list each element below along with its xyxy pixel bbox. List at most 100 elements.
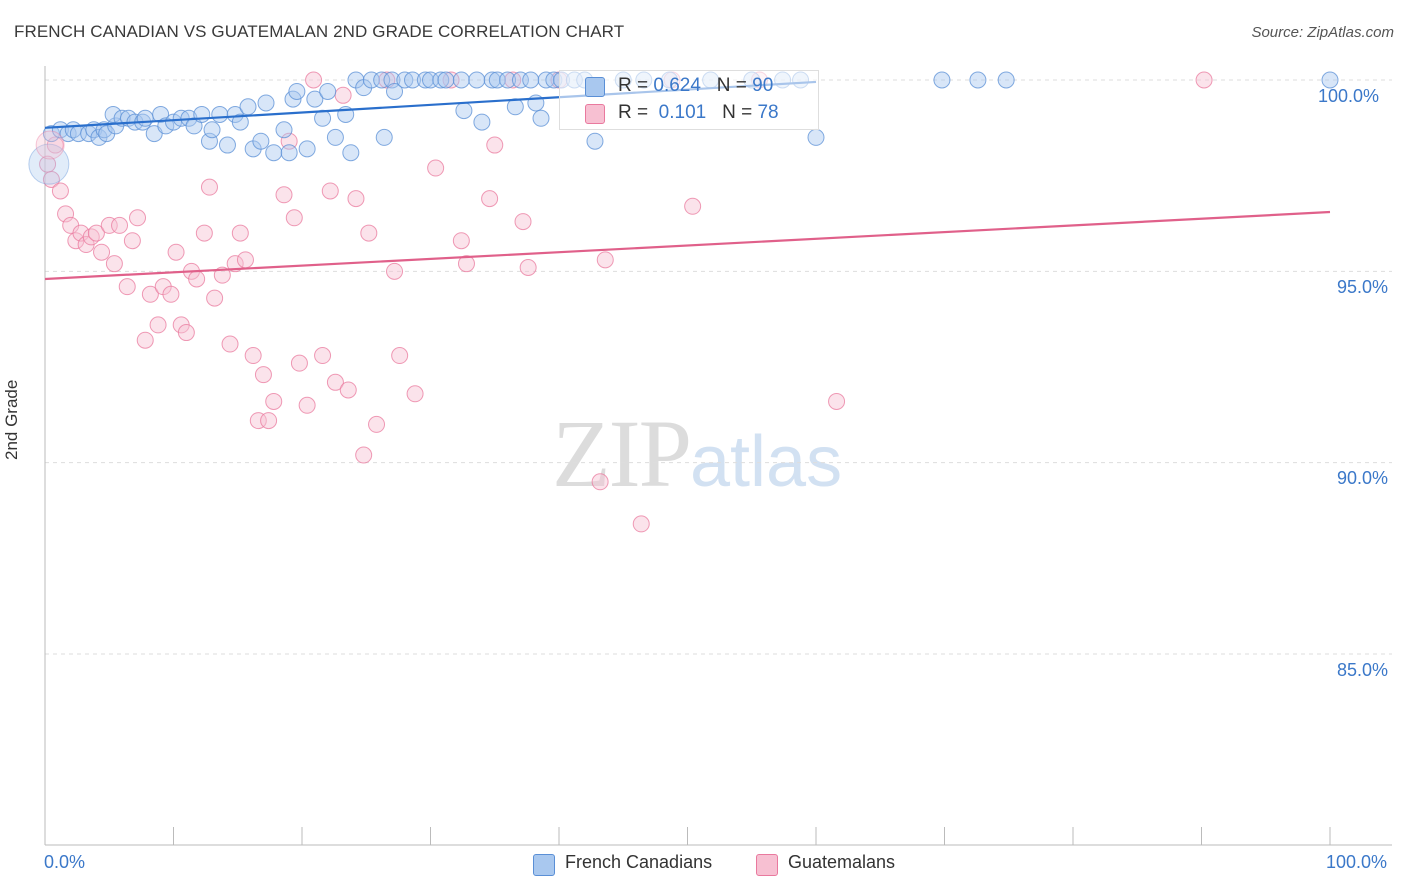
legend-r-value-french: 0.624 <box>653 75 701 96</box>
point-guatemalan-76 <box>828 392 846 410</box>
point-guatemalan-61 <box>442 71 460 89</box>
point-guatemalan-35 <box>236 251 254 269</box>
point-guatemalan-46 <box>305 71 323 89</box>
y-tick-label-85: 85.0% <box>1337 660 1389 680</box>
point-guatemalan-77 <box>1195 71 1213 89</box>
point-guatemalan-23 <box>167 243 185 261</box>
point-french-36 <box>275 121 293 139</box>
point-guatemalan-43 <box>285 209 303 227</box>
point-guatemalan-39 <box>260 412 278 430</box>
point-french-56 <box>416 71 434 89</box>
point-guatemalan-70 <box>591 473 609 491</box>
point-guatemalan-16 <box>123 232 141 250</box>
correlation-legend: R = 0.624 N = 90 R = 0.101 N = 78 <box>559 70 819 130</box>
point-guatemalan-12 <box>100 216 118 234</box>
point-guatemalan-67 <box>514 213 532 231</box>
point-french-33 <box>252 132 270 150</box>
point-guatemalan-36 <box>244 347 262 365</box>
point-french-86 <box>933 71 951 89</box>
cluster-french-origin <box>28 143 70 185</box>
x-tick-label-100: 100.0% <box>1326 852 1388 872</box>
point-guatemalan-33 <box>226 255 244 273</box>
point-french-16 <box>136 109 154 127</box>
point-french-64 <box>483 71 501 89</box>
watermark-zip: ZIP <box>552 400 692 507</box>
series-swatch-french <box>533 854 555 876</box>
point-guatemalan-2 <box>46 136 64 154</box>
point-french-68 <box>511 71 529 89</box>
point-guatemalan-25 <box>177 324 195 342</box>
point-guatemalan-45 <box>298 396 316 414</box>
point-french-87 <box>969 71 987 89</box>
point-french-71 <box>532 109 550 127</box>
point-guatemalan-22 <box>162 285 180 303</box>
y-tick-label-100: 100.0% <box>1318 86 1380 106</box>
point-french-41 <box>306 90 324 108</box>
point-french-65 <box>488 71 506 89</box>
point-french-31 <box>239 98 257 116</box>
point-french-59 <box>437 71 455 89</box>
point-guatemalan-72 <box>632 515 650 533</box>
series-swatch-guatemalan <box>756 854 778 876</box>
point-guatemalan-40 <box>265 392 283 410</box>
point-guatemalan-28 <box>195 224 213 242</box>
point-french-57 <box>422 71 439 89</box>
point-guatemalan-57 <box>386 262 404 280</box>
point-guatemalan-37 <box>249 412 267 430</box>
point-french-66 <box>499 71 517 89</box>
point-guatemalan-14 <box>111 216 129 234</box>
point-french-30 <box>231 113 249 131</box>
cluster-guatemalan-origin <box>35 130 65 160</box>
point-guatemalan-48 <box>321 182 339 200</box>
point-french-44 <box>326 128 344 146</box>
point-guatemalan-50 <box>334 86 352 104</box>
legend-n-value-french: 90 <box>752 75 774 96</box>
point-french-34 <box>257 94 275 112</box>
legend-swatch-guatemalan <box>585 104 605 124</box>
point-guatemalan-44 <box>290 354 308 372</box>
point-french-62 <box>468 71 486 89</box>
point-guatemalan-65 <box>486 136 504 154</box>
legend-text-french: R = 0.624 N = 90 <box>618 75 773 97</box>
point-guatemalan-60 <box>427 159 445 177</box>
watermark: ZIPatlas <box>552 398 842 509</box>
point-guatemalan-11 <box>93 243 111 261</box>
point-guatemalan-3 <box>51 182 69 200</box>
point-french-24 <box>193 105 211 123</box>
point-guatemalan-59 <box>406 385 424 403</box>
point-french-46 <box>342 144 360 162</box>
point-french-28 <box>218 136 236 154</box>
point-guatemalan-63 <box>457 255 475 273</box>
legend-n-label: N = <box>716 75 747 96</box>
point-french-69 <box>522 71 540 89</box>
point-guatemalan-30 <box>206 289 224 307</box>
point-guatemalan-74 <box>684 197 702 215</box>
point-french-35 <box>265 144 283 162</box>
point-french-50 <box>373 71 391 89</box>
point-guatemalan-32 <box>221 335 239 353</box>
point-guatemalan-58 <box>391 347 409 365</box>
legend-text-guatemalan: R = 0.101 N = 78 <box>618 102 779 124</box>
chart-title: FRENCH CANADIAN VS GUATEMALAN 2ND GRADE … <box>14 22 625 41</box>
legend-n-value-guatemalan: 78 <box>757 102 779 123</box>
point-french-77 <box>586 132 604 150</box>
point-french-58 <box>432 71 450 89</box>
series-label-guatemalan: Guatemalans <box>788 852 896 872</box>
point-french-61 <box>455 102 473 120</box>
x-tick-label-0: 0.0% <box>44 852 86 872</box>
point-french-63 <box>473 113 491 131</box>
point-guatemalan-29 <box>200 178 218 196</box>
point-guatemalan-19 <box>141 285 159 303</box>
point-guatemalan-15 <box>118 278 136 296</box>
point-guatemalan-55 <box>368 415 386 433</box>
point-french-49 <box>362 71 380 89</box>
point-guatemalan-51 <box>339 381 357 399</box>
point-french-27 <box>211 105 229 123</box>
point-guatemalan-54 <box>360 224 378 242</box>
point-guatemalan-10 <box>87 224 105 242</box>
point-guatemalan-27 <box>188 270 206 288</box>
source-label: Source: ZipAtlas.com <box>1251 24 1394 41</box>
y-tick-label-95: 95.0% <box>1337 277 1389 297</box>
point-guatemalan-49 <box>326 373 344 391</box>
watermark-atlas: atlas <box>690 422 843 502</box>
